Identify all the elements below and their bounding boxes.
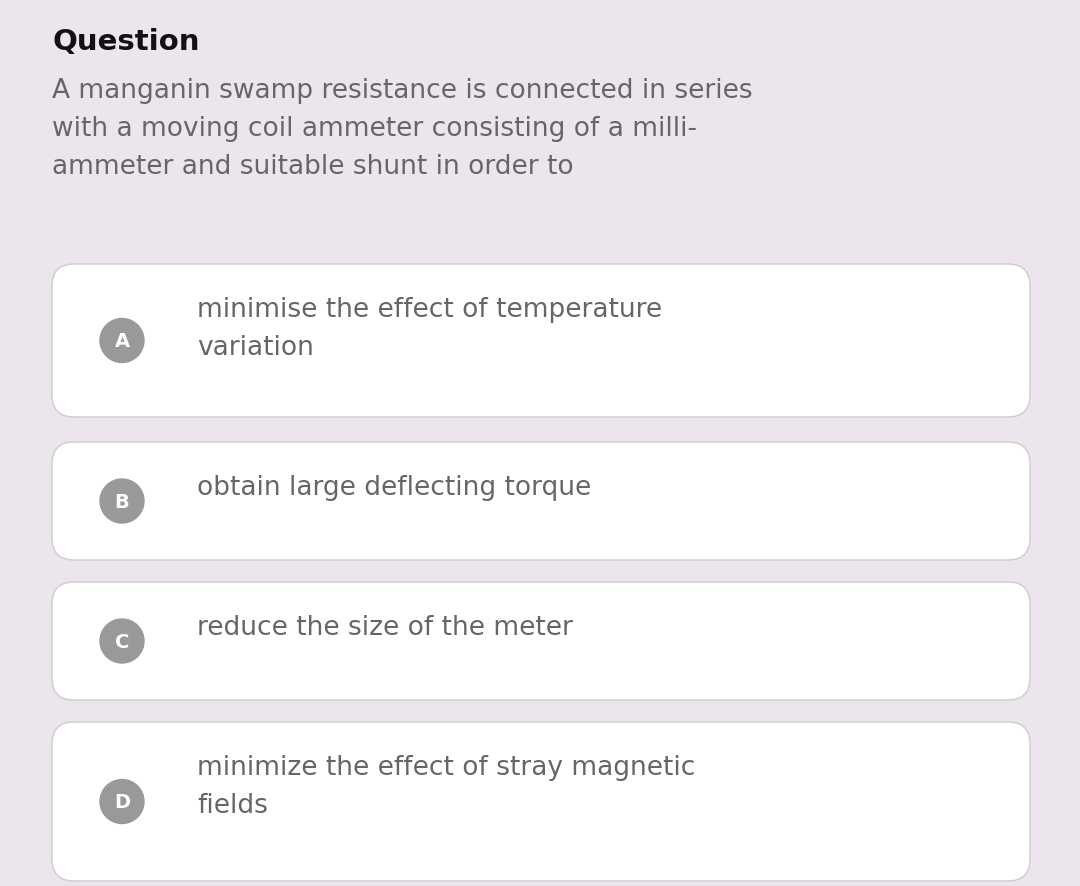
Text: A: A (114, 331, 130, 351)
Circle shape (100, 319, 144, 363)
Text: minimise the effect of temperature
variation: minimise the effect of temperature varia… (197, 297, 662, 361)
Text: A manganin swamp resistance is connected in series
with a moving coil ammeter co: A manganin swamp resistance is connected… (52, 78, 753, 180)
Circle shape (100, 619, 144, 664)
Text: B: B (114, 492, 130, 511)
FancyBboxPatch shape (52, 442, 1030, 560)
Circle shape (100, 479, 144, 524)
Text: C: C (114, 632, 130, 650)
Text: Question: Question (52, 28, 200, 56)
Text: minimize the effect of stray magnetic
fields: minimize the effect of stray magnetic fi… (197, 754, 696, 818)
FancyBboxPatch shape (52, 722, 1030, 881)
Circle shape (100, 780, 144, 824)
Text: D: D (113, 792, 130, 811)
Text: reduce the size of the meter: reduce the size of the meter (197, 614, 572, 641)
FancyBboxPatch shape (52, 582, 1030, 700)
Text: obtain large deflecting torque: obtain large deflecting torque (197, 475, 591, 501)
FancyBboxPatch shape (52, 265, 1030, 417)
